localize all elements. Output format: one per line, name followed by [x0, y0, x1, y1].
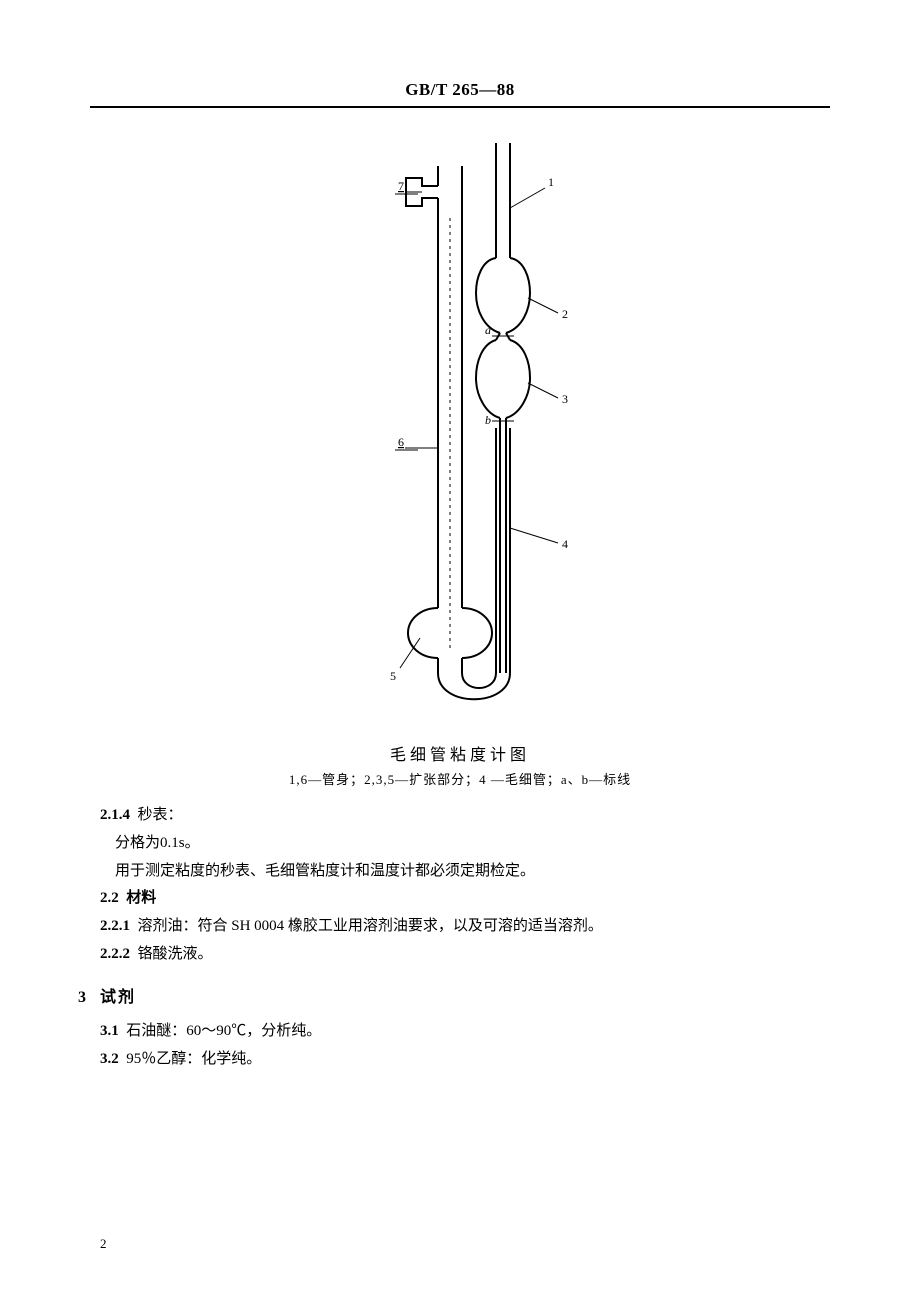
page-number: 2	[100, 1236, 107, 1252]
viscometer-diagram: 1 2 3 4 5 6 7 a b	[310, 128, 610, 728]
sec-2-2-1-num: 2.2.1	[100, 918, 130, 934]
diagram-label-1: 1	[548, 175, 554, 189]
sec-2-2-2-text: 铬酸洗液。	[138, 946, 213, 962]
sec-3-2-text: 95％乙醇：化学纯。	[126, 1051, 261, 1067]
diagram-container: 1 2 3 4 5 6 7 a b	[90, 128, 830, 733]
sec-2-2-title: 材料	[126, 890, 156, 906]
diagram-legend: 1,6—管身；2,3,5—扩张部分；4 —毛细管；a、b—标线	[90, 769, 830, 788]
diagram-caption: 毛细管粘度计图	[90, 741, 830, 765]
sec-2-2-1-text: 溶剂油：符合 SH 0004 橡胶工业用溶剂油要求，以及可溶的适当溶剂。	[138, 918, 603, 934]
sec-2-2-num: 2.2	[100, 890, 119, 906]
diagram-label-2: 2	[562, 307, 568, 321]
diagram-label-3: 3	[562, 392, 568, 406]
diagram-label-6: 6	[398, 435, 404, 449]
sec-3-title: 试剂	[100, 989, 136, 1006]
sec-2-2-2-num: 2.2.2	[100, 946, 130, 962]
sec-2-1-4-num: 2.1.4	[100, 807, 130, 823]
body-text: 2.1.4 秒表： 分格为0.1s。 用于测定粘度的秒表、毛细管粘度计和温度计都…	[100, 802, 830, 1074]
diagram-label-b: b	[485, 413, 491, 427]
page-header: GB/T 265—88	[90, 80, 830, 108]
diagram-label-5: 5	[390, 669, 396, 683]
sec-2-1-4-line1: 分格为0.1s。	[100, 830, 830, 858]
sec-2-1-4-line2: 用于测定粘度的秒表、毛细管粘度计和温度计都必须定期检定。	[100, 858, 830, 886]
diagram-label-7: 7	[398, 179, 404, 193]
diagram-label-4: 4	[562, 537, 568, 551]
sec-2-1-4-title: 秒表：	[138, 807, 183, 823]
sec-3-1-text: 石油醚：60～90℃，分析纯。	[126, 1023, 321, 1039]
sec-3-num: 3	[78, 989, 88, 1006]
diagram-label-a: a	[485, 323, 491, 337]
document-page: GB/T 265—88	[0, 0, 920, 1302]
sec-3-2-num: 3.2	[100, 1051, 119, 1067]
sec-3-1-num: 3.1	[100, 1023, 119, 1039]
